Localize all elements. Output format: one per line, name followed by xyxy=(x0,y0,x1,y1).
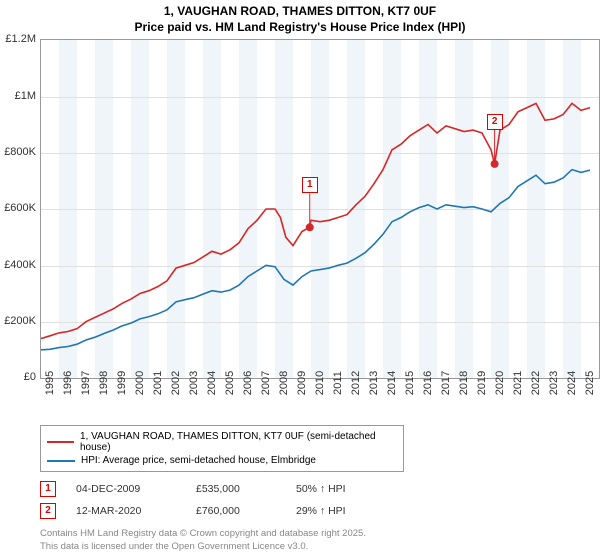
title-line-2: Price paid vs. HM Land Registry's House … xyxy=(0,20,600,36)
footer-attribution: Contains HM Land Registry data © Crown c… xyxy=(40,528,600,553)
datapoint-row: 2 12-MAR-2020 £760,000 29% ↑ HPI xyxy=(40,500,600,522)
legend-text: HPI: Average price, semi-detached house,… xyxy=(81,455,316,466)
x-axis-label: 2014 xyxy=(386,371,398,395)
x-axis-label: 2001 xyxy=(152,371,164,395)
x-axis-label: 2019 xyxy=(476,371,488,395)
series-line xyxy=(41,170,590,350)
legend-text: 1, VAUGHAN ROAD, THAMES DITTON, KT7 0UF … xyxy=(80,431,397,453)
chart-area: 12 £0£200K£400K£600K£800K£1M£1.2M1995199… xyxy=(40,39,600,379)
y-axis-label: £400K xyxy=(4,259,36,271)
y-axis-label: £200K xyxy=(4,315,36,327)
x-axis-label: 1999 xyxy=(116,371,128,395)
x-axis-label: 2000 xyxy=(134,371,146,395)
chart-plot: 12 xyxy=(40,39,600,379)
x-axis-label: 1996 xyxy=(62,371,74,395)
datapoint-price: £760,000 xyxy=(196,505,276,517)
datapoint-date: 12-MAR-2020 xyxy=(76,505,176,517)
x-axis-label: 2006 xyxy=(242,371,254,395)
x-axis-label: 1995 xyxy=(44,371,56,395)
x-axis-label: 1997 xyxy=(80,371,92,395)
legend-swatch xyxy=(47,441,74,443)
x-axis-label: 2017 xyxy=(440,371,452,395)
x-axis-label: 2022 xyxy=(530,371,542,395)
x-axis-label: 2007 xyxy=(260,371,272,395)
x-axis-label: 2018 xyxy=(458,371,470,395)
datapoint-pct: 50% ↑ HPI xyxy=(296,483,376,495)
marker-label-box: 2 xyxy=(487,114,503,130)
x-axis-label: 2011 xyxy=(332,371,344,395)
x-axis-label: 2013 xyxy=(368,371,380,395)
x-axis-label: 2020 xyxy=(494,371,506,395)
x-axis-label: 2015 xyxy=(404,371,416,395)
y-axis-label: £1M xyxy=(15,90,36,102)
x-axis-label: 2024 xyxy=(566,371,578,395)
datapoint-index: 2 xyxy=(40,503,56,519)
x-axis-label: 2025 xyxy=(584,371,596,395)
x-axis-label: 2004 xyxy=(206,371,218,395)
datapoint-date: 04-DEC-2009 xyxy=(76,483,176,495)
x-axis-label: 2012 xyxy=(350,371,362,395)
title-line-1: 1, VAUGHAN ROAD, THAMES DITTON, KT7 0UF xyxy=(0,4,600,20)
x-axis-label: 2005 xyxy=(224,371,236,395)
x-axis-label: 2010 xyxy=(314,371,326,395)
y-axis-label: £800K xyxy=(4,146,36,158)
legend-item: HPI: Average price, semi-detached house,… xyxy=(47,454,397,467)
legend-box: 1, VAUGHAN ROAD, THAMES DITTON, KT7 0UF … xyxy=(40,425,404,472)
chart-title: 1, VAUGHAN ROAD, THAMES DITTON, KT7 0UF … xyxy=(0,0,600,35)
x-axis-label: 1998 xyxy=(98,371,110,395)
datapoints-table: 1 04-DEC-2009 £535,000 50% ↑ HPI 2 12-MAR-202… xyxy=(40,478,600,522)
x-axis-label: 2002 xyxy=(170,371,182,395)
x-axis-label: 2016 xyxy=(422,371,434,395)
y-axis-label: £1.2M xyxy=(5,33,36,45)
datapoint-row: 1 04-DEC-2009 £535,000 50% ↑ HPI xyxy=(40,478,600,500)
footer-line-2: This data is licensed under the Open Gov… xyxy=(40,541,600,553)
x-axis-label: 2021 xyxy=(512,371,524,395)
datapoint-index: 1 xyxy=(40,481,56,497)
x-axis-label: 2009 xyxy=(296,371,308,395)
x-axis-label: 2003 xyxy=(188,371,200,395)
datapoint-price: £535,000 xyxy=(196,483,276,495)
footer-line-1: Contains HM Land Registry data © Crown c… xyxy=(40,528,600,540)
series-line xyxy=(41,104,590,339)
y-axis-label: £0 xyxy=(24,371,36,383)
x-axis-label: 2023 xyxy=(548,371,560,395)
legend-swatch xyxy=(47,460,75,462)
x-axis-label: 2008 xyxy=(278,371,290,395)
marker-label-box: 1 xyxy=(302,177,318,193)
datapoint-pct: 29% ↑ HPI xyxy=(296,505,376,517)
legend-item: 1, VAUGHAN ROAD, THAMES DITTON, KT7 0UF … xyxy=(47,430,397,454)
chart-svg xyxy=(41,40,599,378)
y-axis-label: £600K xyxy=(4,202,36,214)
